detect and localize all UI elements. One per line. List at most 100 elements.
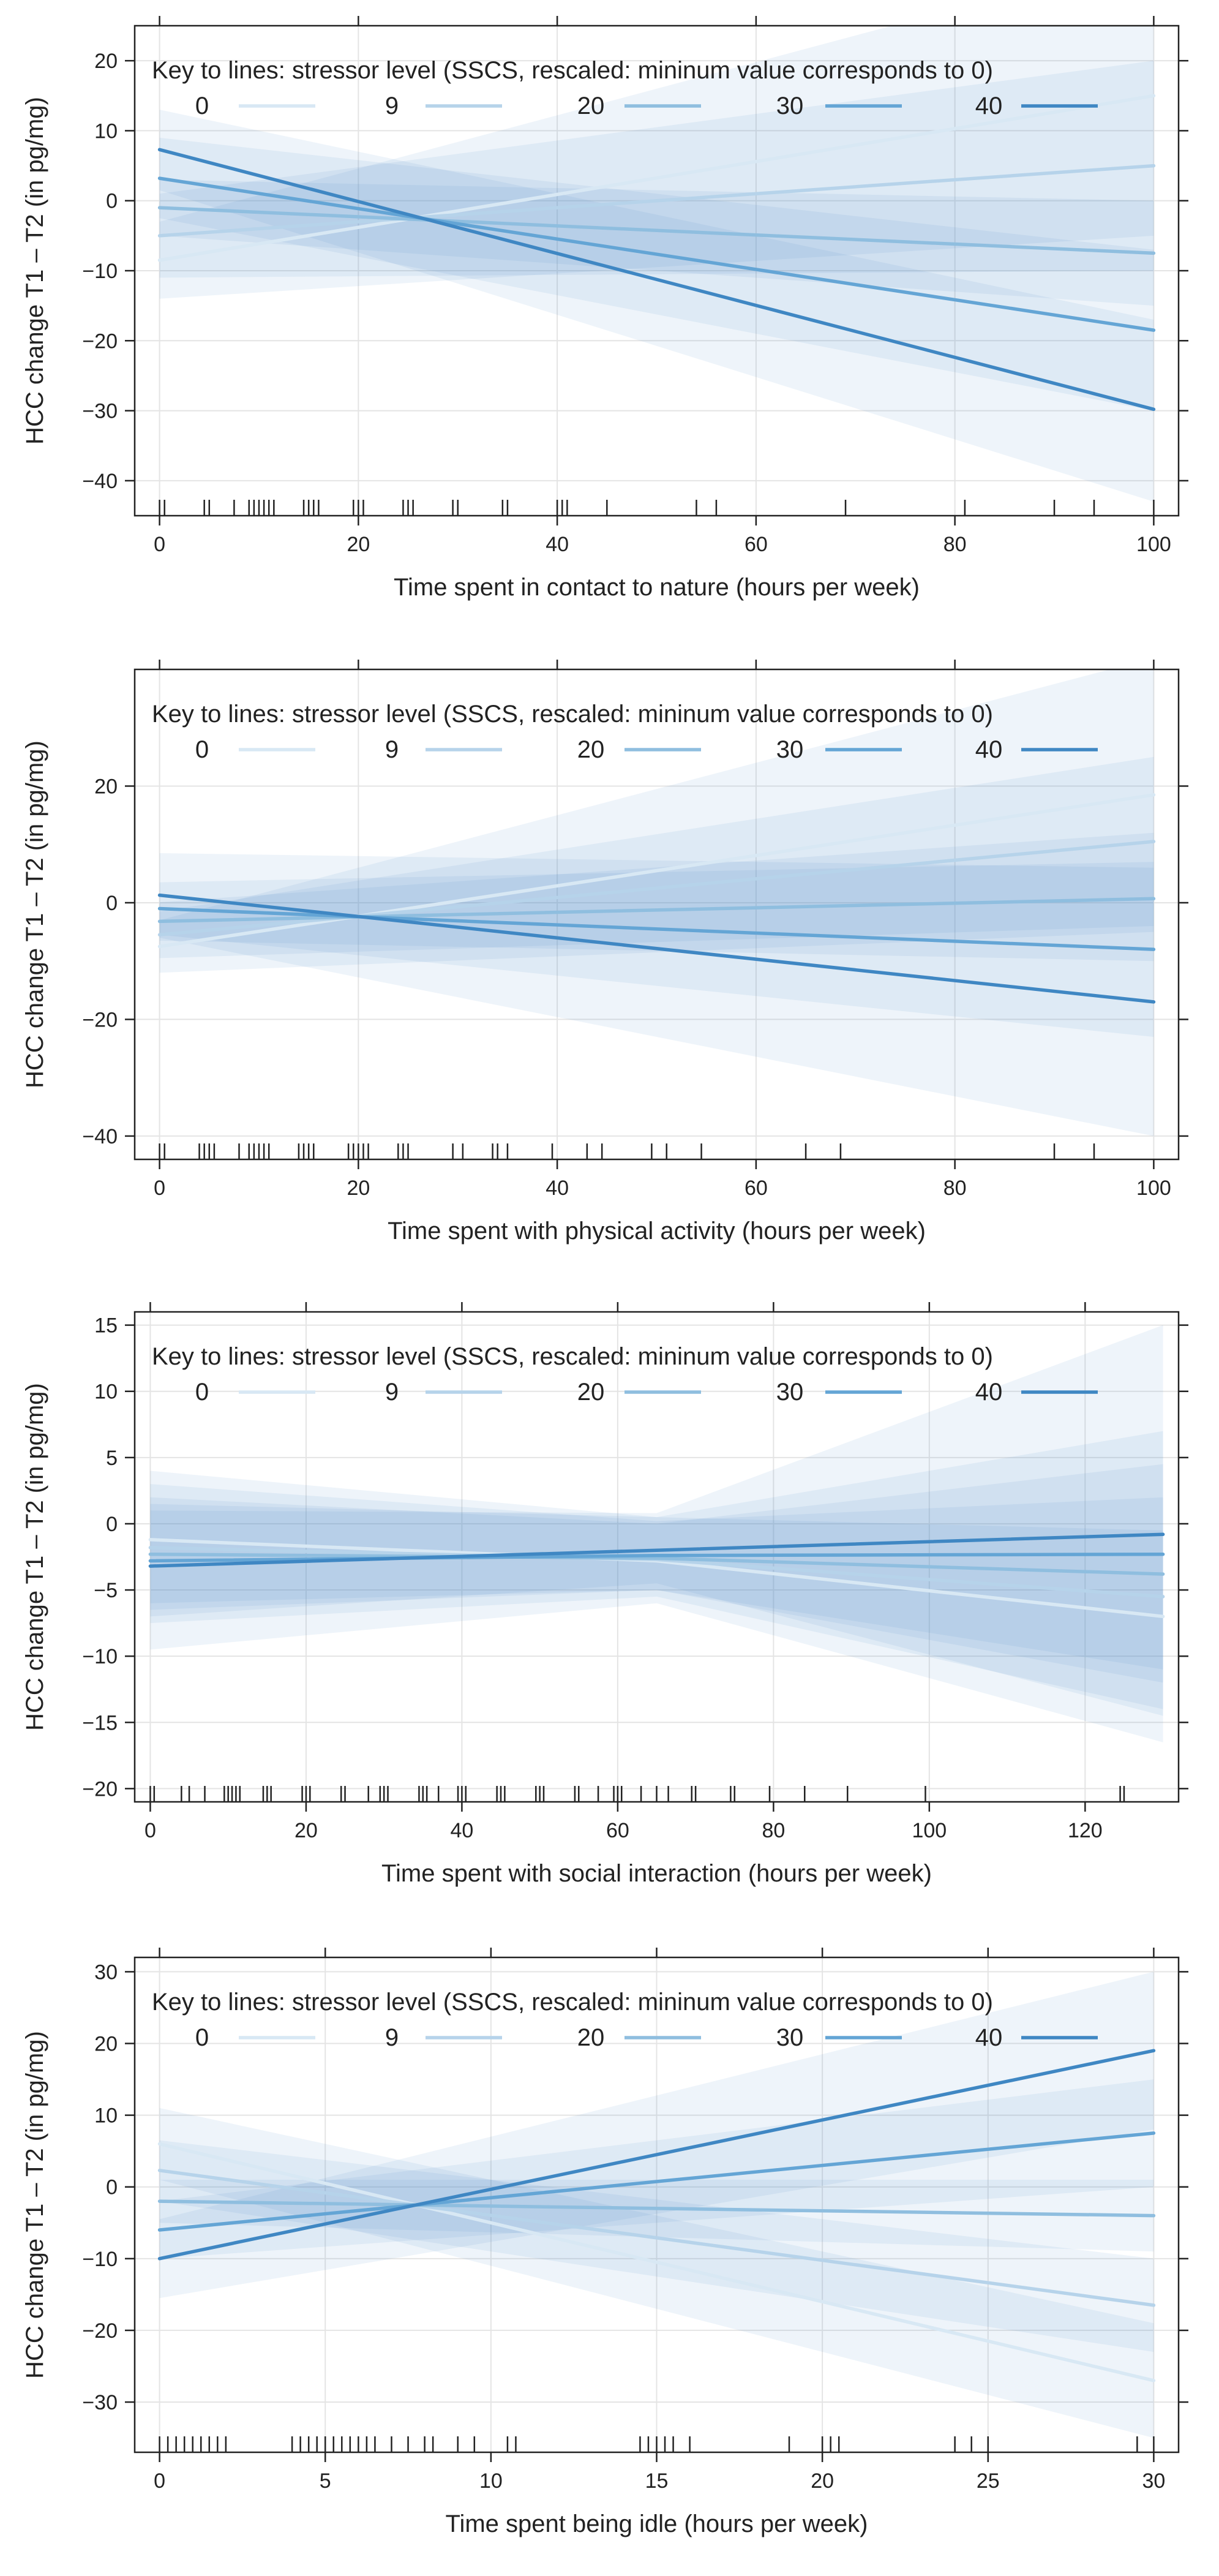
x-tick-label: 25	[977, 2469, 1000, 2493]
ci-band-level-30	[159, 2079, 1154, 2259]
legend-label-level-9: 9	[385, 736, 399, 763]
y-tick-label: 0	[106, 1513, 118, 1536]
legend-label-level-30: 30	[776, 2024, 804, 2051]
legend: Key to lines: stressor level (SSCS, resc…	[152, 57, 1098, 119]
legend-label-level-0: 0	[195, 92, 209, 119]
x-tick-label: 40	[546, 533, 569, 556]
legend-label-level-40: 40	[975, 1379, 1003, 1406]
ci-band-level-40	[159, 110, 1154, 502]
ci-band-level-0	[150, 1471, 1163, 1742]
y-tick-label: −30	[82, 400, 118, 423]
ci-band-level-20	[159, 2180, 1154, 2252]
y-tick-label: 10	[94, 1380, 118, 1404]
series-line-level-40	[157, 2049, 1156, 2261]
series-line-level-30	[157, 176, 1156, 332]
series-line-level-9	[157, 2169, 1156, 2307]
ci-band-level-20	[159, 179, 1154, 306]
x-axis-label: Time spent with social interaction (hour…	[381, 1860, 932, 1887]
y-tick-label: −10	[82, 1645, 118, 1668]
x-tick-label: 60	[606, 1819, 629, 1842]
ci-band-level-20	[150, 1464, 1163, 1683]
x-tick-label: 80	[943, 533, 967, 556]
series-line-level-20	[157, 2199, 1156, 2218]
legend-label-level-40: 40	[975, 736, 1003, 763]
x-tick-label: 120	[1068, 1819, 1103, 1842]
x-tick-label: 80	[943, 1177, 967, 1200]
legend-label-level-9: 9	[385, 2024, 399, 2051]
chart-panel-nature: 0 20 40 60 80 100 −40 −30 −20 −10 0 10 20 Time spent …	[0, 0, 1219, 643]
plot-frame	[133, 1311, 1180, 1803]
legend: Key to lines: stressor level (SSCS, resc…	[152, 1989, 1098, 2051]
ci-band-level-9	[159, 61, 1154, 278]
x-tick-label: 5	[320, 2469, 331, 2493]
x-tick-label: 20	[347, 1177, 370, 1200]
chart-nature-svg: 0 20 40 60 80 100 −40 −30 −20 −10 0 10 20 Time spent …	[21, 16, 1188, 601]
legend-title: Key to lines: stressor level (SSCS, resc…	[152, 1989, 993, 2016]
y-axis-label: HCC change T1 – T2 (in pg/mg)	[21, 97, 48, 445]
legend-label-level-9: 9	[385, 1379, 399, 1406]
legend-label-level-0: 0	[195, 2024, 209, 2051]
series-line-level-20	[148, 1552, 1165, 1576]
legend-label-level-20: 20	[577, 1379, 605, 1406]
series-line-level-0	[157, 2142, 1156, 2382]
series-line-level-0	[157, 793, 1156, 949]
series-line-level-30	[157, 2131, 1156, 2232]
legend-label-level-40: 40	[975, 2024, 1003, 2051]
y-tick-label: −40	[82, 470, 118, 493]
series-line-level-0	[157, 94, 1156, 262]
y-tick-label: −40	[82, 1125, 118, 1148]
legend-label-level-30: 30	[776, 1379, 804, 1406]
series-line-level-20	[157, 206, 1156, 255]
y-tick-label: 0	[106, 190, 118, 213]
ci-band-level-30	[159, 137, 1154, 411]
x-tick-label: 60	[745, 533, 768, 556]
x-tick-label: 20	[294, 1819, 318, 1842]
x-tick-label: 40	[546, 1177, 569, 1200]
y-tick-label: −20	[82, 2319, 118, 2343]
y-tick-label: −20	[82, 330, 118, 353]
chart-idle-svg: 0 5 10 15 20 25 30 −30 −20 −10 0 10 20 30 Time spent b…	[21, 1948, 1188, 2537]
x-tick-label: 20	[347, 533, 370, 556]
y-tick-label: −10	[82, 260, 118, 283]
y-tick-label: 0	[106, 892, 118, 915]
x-tick-label: 0	[154, 533, 165, 556]
series-line-level-40	[148, 1532, 1165, 1568]
x-tick-label: 0	[154, 2469, 165, 2493]
y-tick-label: 10	[94, 2104, 118, 2128]
plot-area	[135, 1312, 1179, 1802]
y-tick-label: 10	[94, 119, 118, 143]
series-line-level-30	[148, 1552, 1165, 1563]
y-tick-label: −10	[82, 2248, 118, 2271]
legend-title: Key to lines: stressor level (SSCS, resc…	[152, 701, 993, 728]
plot-area	[135, 1957, 1179, 2452]
legend-label-level-20: 20	[577, 92, 605, 119]
x-tick-label: 15	[645, 2469, 669, 2493]
legend-label-level-0: 0	[195, 736, 209, 763]
legend-title: Key to lines: stressor level (SSCS, resc…	[152, 57, 993, 84]
x-tick-label: 10	[479, 2469, 503, 2493]
legend-label-level-30: 30	[776, 92, 804, 119]
x-tick-label: 30	[1142, 2469, 1165, 2493]
chart-physical-svg: 0 20 40 60 80 100 −40 −20 0 20 Time spent with phy…	[21, 660, 1188, 1245]
ci-band-level-40	[159, 853, 1154, 1136]
legend-label-level-30: 30	[776, 736, 804, 763]
series-line-level-40	[157, 148, 1156, 412]
ci-band-level-0	[159, 2107, 1154, 2438]
ci-band-level-40	[159, 1972, 1154, 2299]
y-tick-label: 15	[94, 1314, 118, 1338]
ci-band-level-9	[159, 2140, 1154, 2352]
y-axis-label: HCC change T1 – T2 (in pg/mg)	[21, 1383, 48, 1731]
x-tick-label: 60	[745, 1177, 768, 1200]
x-tick-label: 100	[1136, 533, 1171, 556]
x-axis-label: Time spent being idle (hours per week)	[446, 2510, 868, 2537]
x-tick-label: 80	[762, 1819, 785, 1842]
chart-panel-social: 0 20 40 60 80 100 120 −20 −15 −10 −5 0 5 10 15 Time spe…	[0, 1286, 1219, 1929]
y-tick-label: −30	[82, 2391, 118, 2414]
chart-social-svg: 0 20 40 60 80 100 120 −20 −15 −10 −5 0 5 10 15 Time spe…	[21, 1302, 1188, 1887]
y-tick-label: −15	[82, 1711, 118, 1734]
ci-band-level-0	[159, 26, 1154, 299]
plot-frame	[133, 668, 1180, 1161]
y-tick-label: 0	[106, 2176, 118, 2199]
legend-label-level-0: 0	[195, 1379, 209, 1406]
